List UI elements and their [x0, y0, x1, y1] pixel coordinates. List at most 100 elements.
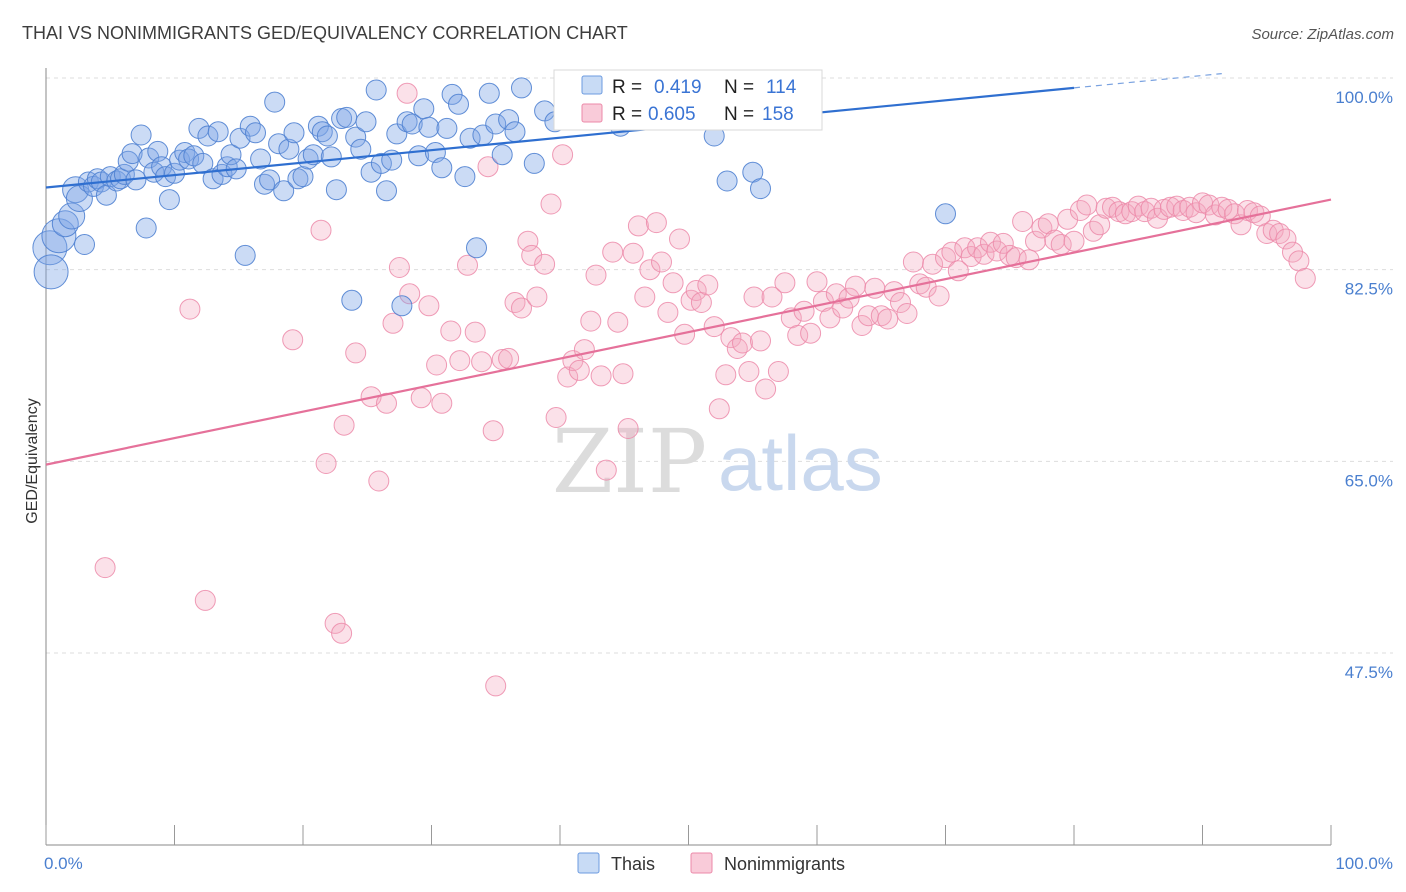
nonimmigrants-point-32	[511, 297, 532, 319]
source-label: Source: ZipAtlas.com	[1251, 26, 1394, 43]
nonimmigrants-point-25	[471, 351, 493, 373]
nonimmigrants-point-20	[431, 392, 453, 414]
nonimmigrants-point-80	[787, 324, 809, 346]
thais-point-46	[250, 148, 272, 170]
thais-point-12	[95, 184, 117, 206]
thais-point-82	[431, 157, 453, 179]
thais-point-65	[341, 289, 363, 311]
legend-n-value-thais: 114	[766, 77, 797, 98]
watermark-atlas: atlas	[718, 419, 883, 507]
thais-point-92	[491, 144, 513, 166]
nonimmigrants-point-54	[634, 286, 656, 308]
nonimmigrants-point-103	[935, 247, 956, 269]
nonimmigrants-point-5	[315, 453, 337, 474]
nonimmigrants-point-43	[573, 339, 595, 361]
y-tick-label-2: 65.0%	[1345, 471, 1393, 490]
nonimmigrants-point-93	[870, 305, 892, 327]
nonimmigrants-point-153	[1256, 223, 1278, 244]
x-axis-ticks	[45, 825, 1332, 845]
nonimmigrants-trend-line	[45, 198, 1332, 466]
nonimmigrants-point-39	[552, 144, 574, 166]
thais-point-55	[292, 166, 314, 188]
thais-point-91	[485, 113, 507, 135]
thais-point-21	[135, 217, 157, 239]
nonimmigrants-point-34	[521, 244, 543, 266]
nonimmigrants-point-13	[382, 312, 404, 334]
nonimmigrants-point-106	[954, 237, 976, 259]
nonimmigrants-point-107	[960, 246, 982, 267]
nonimmigrants-point-147	[1217, 198, 1239, 220]
nonimmigrants-point-14	[388, 257, 410, 278]
nonimmigrants-points	[94, 82, 1316, 697]
nonimmigrants-point-83	[806, 271, 828, 293]
trend-lines	[45, 73, 1332, 466]
nonimmigrants-point-115	[1012, 211, 1034, 232]
legend-r-label-nonimmigrants: R =	[612, 104, 642, 125]
thais-point-52	[278, 138, 300, 160]
nonimmigrants-point-22	[449, 350, 471, 372]
thais-point-95	[511, 77, 532, 99]
thais-point-84	[441, 83, 463, 105]
nonimmigrants-point-24	[464, 321, 486, 343]
top-legend: R = 0.419 N = 114 R = 0.605 N = 158	[553, 69, 823, 131]
nonimmigrants-point-77	[767, 361, 789, 382]
nonimmigrants-point-64	[690, 292, 712, 313]
nonimmigrants-point-127	[1089, 214, 1111, 236]
nonimmigrants-point-126	[1082, 220, 1104, 242]
nonimmigrants-point-7	[331, 622, 353, 644]
nonimmigrants-point-47	[595, 459, 617, 481]
thais-point-70	[365, 79, 387, 101]
thais-point-39	[216, 156, 238, 178]
thais-trend-line	[45, 86, 1075, 189]
thais-point-1	[33, 254, 69, 290]
nonimmigrants-point-82	[800, 322, 822, 344]
nonimmigrants-point-0	[94, 557, 116, 579]
nonimmigrants-point-124	[1069, 200, 1091, 221]
watermark: ZIP atlas	[552, 410, 883, 513]
nonimmigrants-point-156	[1275, 228, 1297, 250]
thais-point-107	[750, 178, 771, 200]
thais-point-32	[183, 145, 205, 167]
nonimmigrants-point-53	[627, 215, 649, 237]
thais-point-40	[220, 144, 242, 166]
thais-point-61	[320, 146, 342, 168]
nonimmigrants-point-8	[333, 414, 355, 436]
thais-point-67	[350, 138, 372, 160]
nonimmigrants-point-101	[922, 253, 944, 275]
thais-point-18	[121, 143, 143, 165]
nonimmigrants-point-1	[179, 298, 201, 320]
nonimmigrants-point-65	[697, 274, 719, 296]
thais-point-93	[498, 109, 520, 131]
nonimmigrants-point-158	[1288, 250, 1310, 272]
nonimmigrants-point-49	[607, 311, 629, 333]
nonimmigrants-point-23	[457, 254, 478, 276]
y-tick-label-1: 82.5%	[1345, 280, 1393, 299]
nonimmigrants-point-138	[1159, 196, 1181, 218]
thais-point-108	[935, 203, 956, 225]
nonimmigrants-point-62	[680, 289, 702, 311]
thais-point-74	[386, 123, 408, 145]
bottom-legend: Thais Nonimmigrants	[577, 852, 845, 874]
legend-swatch-nonimmigrants	[581, 103, 603, 123]
thais-point-7	[74, 234, 95, 255]
nonimmigrants-point-122	[1057, 208, 1079, 230]
thais-point-35	[197, 125, 219, 147]
legend-swatch-thais	[581, 75, 603, 95]
nonimmigrants-point-72	[738, 361, 760, 382]
nonimmigrants-point-19	[426, 354, 448, 376]
nonimmigrants-point-44	[580, 310, 602, 332]
thais-point-43	[234, 244, 256, 266]
legend-r-value-thais: 0.419	[654, 77, 702, 98]
nonimmigrants-point-21	[440, 320, 462, 342]
nonimmigrants-point-109	[973, 243, 995, 265]
gridlines	[46, 77, 1393, 654]
thais-point-75	[391, 295, 413, 317]
thais-point-20	[130, 124, 152, 146]
bottom-legend-label-thais: Thais	[611, 854, 655, 874]
thais-point-85	[448, 93, 469, 115]
thais-point-53	[283, 122, 305, 144]
nonimmigrants-point-28	[485, 675, 507, 697]
nonimmigrants-point-141	[1179, 196, 1201, 218]
nonimmigrants-point-59	[662, 272, 684, 294]
legend-r-label-thais: R =	[612, 77, 642, 98]
